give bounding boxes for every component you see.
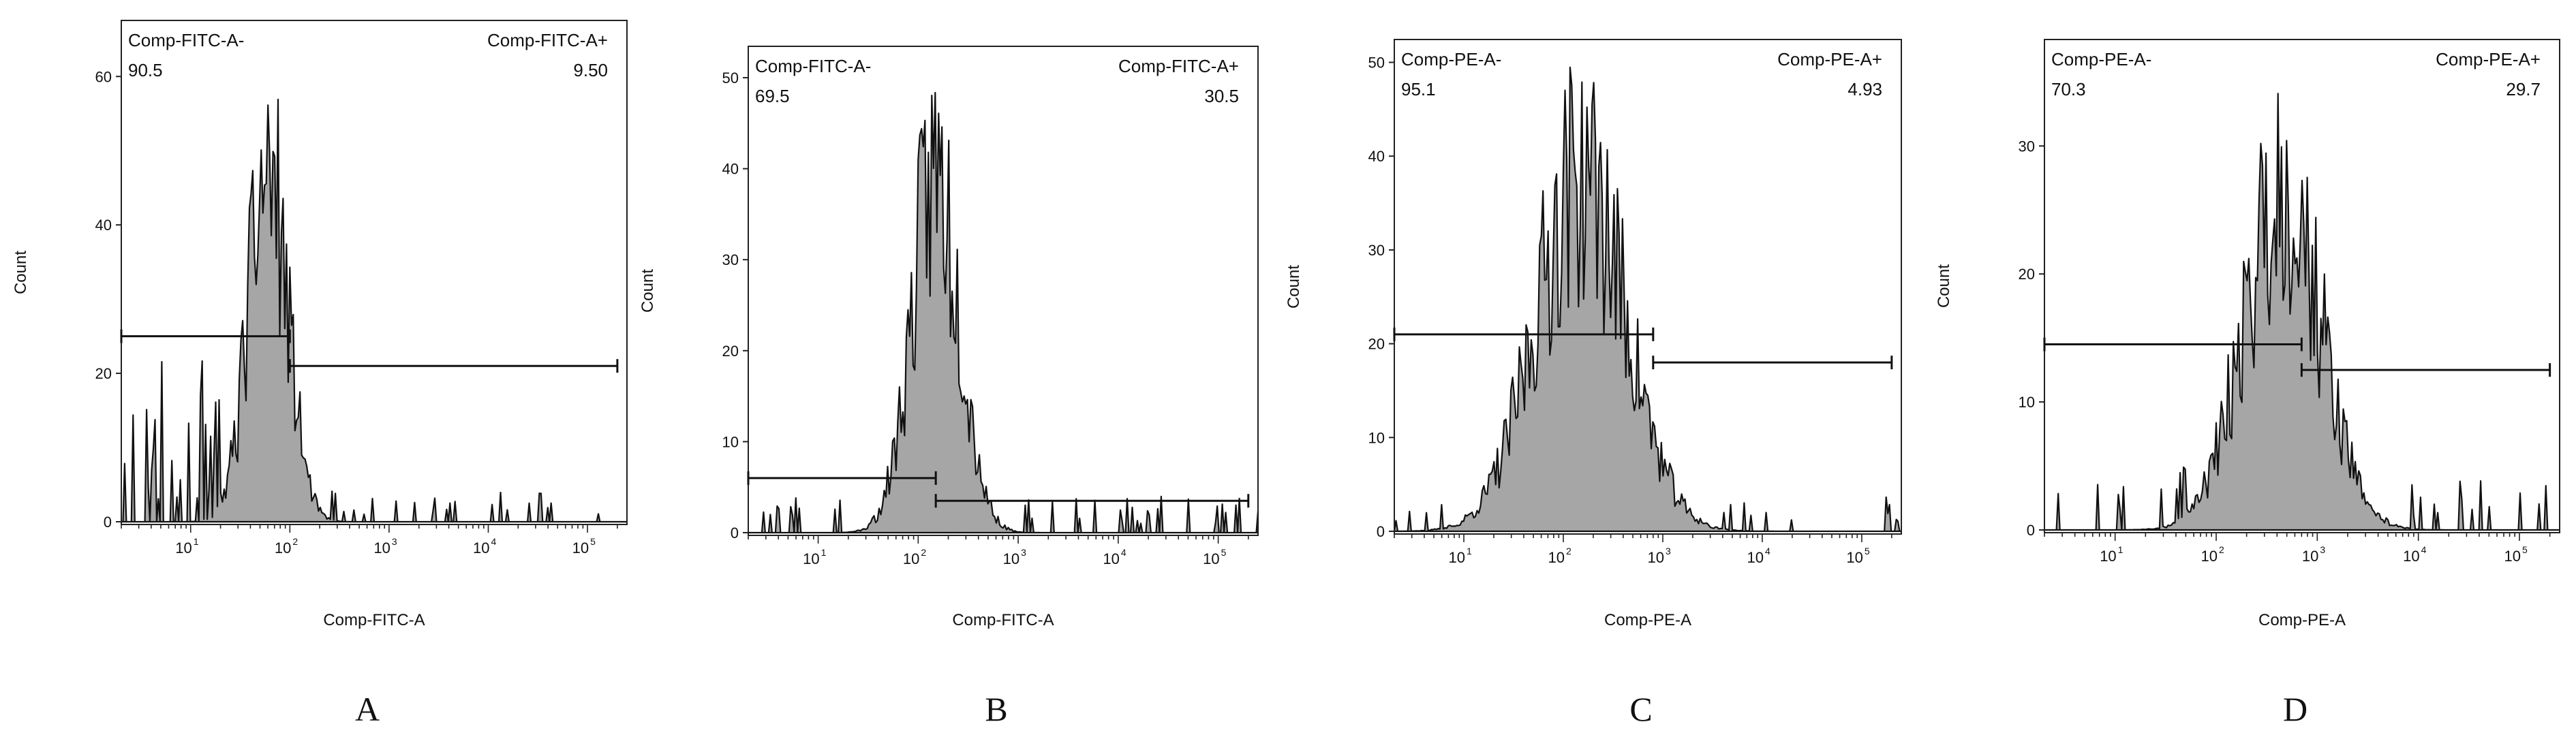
x-tick-label: 10: [1203, 550, 1219, 567]
histogram-distribution: [747, 91, 1259, 534]
x-tick-exponent: 1: [2118, 544, 2123, 555]
x-axis-title: Comp-FITC-A: [952, 611, 1054, 629]
y-tick-label: 10: [1368, 429, 1385, 446]
x-tick-label: 10: [2403, 548, 2419, 565]
gate-percent: 4.93: [1847, 79, 1882, 99]
y-tick-label: 40: [95, 217, 112, 234]
x-tick-exponent: 3: [2320, 544, 2325, 555]
x-tick-label: 10: [1747, 549, 1763, 566]
gate-percent: 69.5: [755, 86, 790, 106]
x-tick-label: 10: [903, 550, 919, 567]
y-tick-label: 50: [722, 69, 739, 87]
gate-percent: 95.1: [1401, 79, 1436, 99]
gate-name: Comp-PE-A+: [2436, 49, 2541, 69]
x-axis-title: Comp-PE-A: [1604, 611, 1691, 629]
gate-name: Comp-FITC-A+: [487, 30, 608, 50]
x-tick-label: 10: [373, 539, 390, 556]
y-tick-label: 50: [1368, 54, 1385, 72]
x-tick-exponent: 3: [392, 536, 397, 547]
y-axis-title: Count: [639, 269, 657, 313]
y-tick-label: 0: [731, 524, 739, 542]
x-axis-title: Comp-PE-A: [2258, 611, 2346, 629]
histogram-distribution: [120, 98, 628, 523]
y-tick-label: 0: [104, 514, 112, 531]
gate-name: Comp-PE-A+: [1777, 49, 1882, 69]
x-tick-exponent: 4: [491, 536, 496, 547]
y-tick-label: 20: [722, 343, 739, 360]
y-tick-label: 10: [722, 433, 739, 450]
x-tick-label: 10: [1647, 549, 1663, 566]
x-tick-label: 10: [572, 539, 589, 556]
plot-frame: [121, 20, 628, 525]
x-tick-label: 10: [1846, 549, 1862, 566]
y-tick-label: 10: [2019, 394, 2035, 411]
gate-percent: 90.5: [128, 60, 163, 80]
x-tick-exponent: 5: [2522, 544, 2528, 555]
x-tick-label: 10: [2201, 548, 2218, 565]
x-tick-exponent: 2: [1566, 546, 1571, 556]
y-tick-label: 30: [2019, 138, 2035, 155]
gate-name: Comp-PE-A-: [1401, 49, 1501, 69]
x-tick-exponent: 2: [921, 547, 926, 558]
x-tick-label: 10: [473, 539, 489, 556]
x-tick-exponent: 5: [590, 536, 596, 547]
x-tick-exponent: 2: [2219, 544, 2224, 555]
x-tick-label: 10: [175, 539, 191, 556]
y-tick-label: 30: [722, 251, 739, 268]
gate-percent: 30.5: [1204, 86, 1239, 106]
gate-name: Comp-FITC-A-: [755, 56, 871, 76]
gate-percent: 9.50: [573, 60, 608, 80]
x-tick-exponent: 1: [194, 536, 199, 547]
x-tick-label: 10: [2302, 548, 2318, 565]
x-tick-exponent: 4: [1121, 547, 1126, 558]
x-tick-label: 10: [1003, 550, 1019, 567]
x-tick-label: 10: [803, 550, 819, 567]
x-tick-exponent: 5: [1865, 546, 1870, 556]
x-tick-label: 10: [2504, 548, 2520, 565]
x-tick-label: 10: [1449, 549, 1465, 566]
x-tick-label: 10: [1103, 550, 1119, 567]
y-axis-title: Count: [1285, 265, 1303, 309]
y-tick-label: 40: [1368, 148, 1385, 165]
y-axis-title: Count: [1935, 264, 1953, 308]
x-tick-exponent: 3: [1666, 546, 1671, 556]
y-tick-label: 0: [1377, 523, 1385, 540]
x-tick-label: 10: [1548, 549, 1565, 566]
x-tick-exponent: 4: [1765, 546, 1770, 556]
gate-name: Comp-FITC-A+: [1118, 56, 1239, 76]
histogram-distribution: [1393, 66, 1903, 533]
x-tick-exponent: 1: [821, 547, 827, 558]
x-tick-exponent: 5: [1221, 547, 1227, 558]
y-tick-label: 40: [722, 161, 739, 178]
x-tick-label: 10: [2100, 548, 2116, 565]
x-tick-exponent: 1: [1467, 546, 1472, 556]
gate-name: Comp-FITC-A-: [128, 30, 244, 50]
panel-label: A: [355, 690, 380, 728]
x-tick-label: 10: [275, 539, 291, 556]
x-tick-exponent: 3: [1021, 547, 1026, 558]
x-tick-exponent: 4: [2421, 544, 2427, 555]
y-tick-label: 20: [1368, 336, 1385, 353]
gate-percent: 29.7: [2506, 79, 2541, 99]
histogram-distribution: [2043, 93, 2561, 531]
x-tick-exponent: 2: [292, 536, 298, 547]
gate-percent: 70.3: [2051, 79, 2086, 99]
panel-label: B: [985, 690, 1007, 728]
panel-label: D: [2283, 690, 2307, 728]
panel-label: C: [1629, 690, 1652, 728]
y-tick-label: 0: [2027, 522, 2035, 539]
y-tick-label: 60: [95, 68, 112, 85]
y-axis-title: Count: [12, 251, 30, 294]
y-tick-label: 20: [2019, 266, 2035, 283]
gate-name: Comp-PE-A-: [2051, 49, 2151, 69]
y-tick-label: 30: [1368, 242, 1385, 259]
y-tick-label: 20: [95, 365, 112, 382]
x-axis-title: Comp-FITC-A: [323, 611, 425, 629]
plot-frame: [748, 46, 1259, 536]
